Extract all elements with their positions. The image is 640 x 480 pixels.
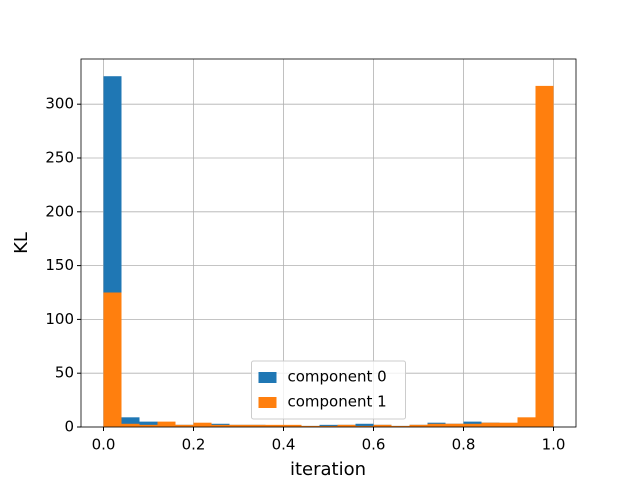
bar	[535, 85, 554, 428]
legend-frame	[251, 360, 406, 420]
bar	[463, 423, 482, 427]
bar	[229, 424, 248, 427]
bar	[499, 422, 518, 427]
y-tick-label: 150	[45, 256, 74, 274]
bar	[409, 424, 428, 427]
x-tick-label: 0.2	[182, 436, 206, 454]
bar	[175, 424, 194, 427]
bar	[265, 424, 284, 427]
x-tick-label: 1.0	[542, 436, 566, 454]
bar	[139, 421, 158, 427]
legend-label: component 0	[288, 368, 387, 386]
x-axis-label: iteration	[290, 459, 366, 480]
bar	[391, 425, 410, 427]
x-tick-label: 0.6	[362, 436, 386, 454]
legend: component 0 component 1	[251, 360, 406, 420]
bar	[373, 424, 392, 427]
x-tick-label: 0.8	[452, 436, 476, 454]
bar	[139, 424, 158, 427]
bar	[247, 424, 266, 427]
legend-swatch	[258, 397, 277, 408]
y-tick-label: 100	[45, 310, 74, 328]
bar	[445, 423, 464, 427]
y-tick-label: 200	[45, 202, 74, 220]
y-tick-label: 0	[64, 418, 74, 436]
bar	[355, 425, 374, 427]
bar	[121, 417, 140, 427]
y-tick-label: 50	[55, 364, 74, 382]
bar	[517, 417, 536, 427]
bar	[157, 421, 176, 427]
bar	[283, 424, 302, 427]
y-axis-label: KL	[11, 232, 32, 254]
bar	[337, 424, 356, 427]
bar	[481, 422, 500, 427]
bar	[103, 292, 122, 427]
y-tick-label: 300	[45, 95, 74, 113]
x-tick-label: 0.4	[272, 436, 296, 454]
axes-frame	[80, 58, 577, 428]
bar	[121, 423, 140, 427]
y-tick-label: 250	[45, 148, 74, 166]
legend-label: component 1	[288, 393, 387, 411]
bar	[301, 425, 320, 427]
bar	[427, 423, 446, 427]
legend-swatch	[258, 372, 277, 383]
x-tick-label: 0.0	[92, 436, 116, 454]
bar	[193, 422, 212, 427]
bar	[211, 424, 230, 427]
bar	[319, 425, 338, 427]
bar	[355, 423, 374, 427]
